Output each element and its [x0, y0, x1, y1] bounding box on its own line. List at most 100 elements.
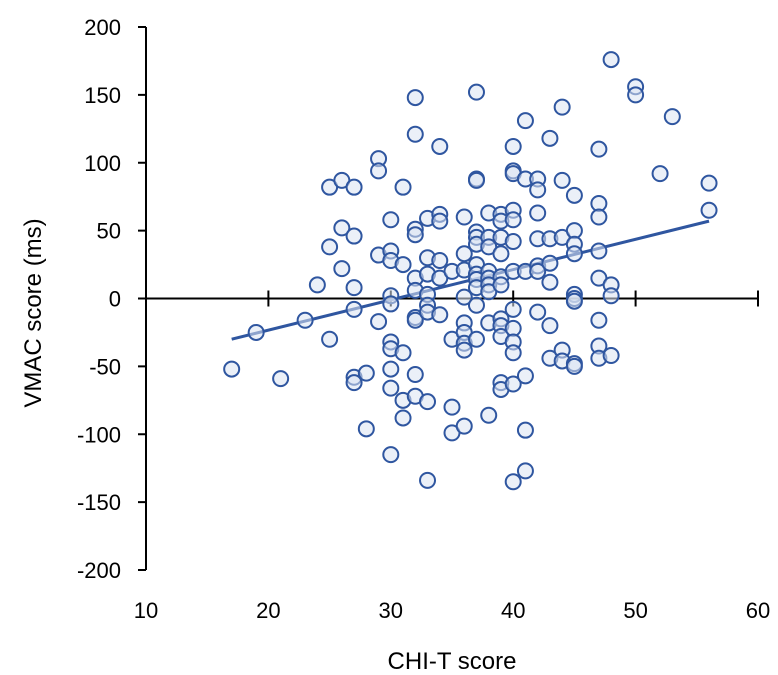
- data-point: [651, 165, 669, 183]
- data-point: [406, 125, 424, 143]
- y-axis-title-group: VMAC score (ms): [20, 218, 47, 407]
- data-point: [492, 245, 510, 263]
- x-axis-title: CHI-T score: [388, 648, 517, 675]
- y-tick-label: 0: [109, 287, 121, 312]
- x-tick-label: 50: [623, 598, 647, 623]
- data-point: [504, 473, 522, 491]
- data-point: [431, 137, 449, 155]
- data-point: [700, 174, 718, 192]
- data-point: [382, 295, 400, 313]
- data-point: [467, 296, 485, 314]
- data-point: [516, 112, 534, 130]
- data-point: [541, 254, 559, 272]
- data-point: [455, 288, 473, 306]
- data-point: [345, 374, 363, 392]
- data-point: [357, 420, 375, 438]
- data-point: [419, 471, 437, 489]
- data-point: [333, 260, 351, 278]
- y-tick-label: -150: [77, 490, 121, 515]
- y-tick-label: 200: [84, 15, 121, 40]
- data-point: [321, 330, 339, 348]
- x-tick-label: 10: [134, 598, 158, 623]
- data-point: [627, 86, 645, 104]
- data-point: [370, 313, 388, 331]
- data-point: [553, 98, 571, 116]
- data-point: [455, 208, 473, 226]
- data-point: [590, 140, 608, 158]
- data-point: [455, 341, 473, 359]
- y-tick-label: -200: [77, 558, 121, 583]
- x-tick-label: 60: [746, 598, 770, 623]
- y-axis-title: VMAC score (ms): [20, 218, 47, 407]
- data-point: [529, 262, 547, 280]
- data-point: [541, 273, 559, 291]
- data-point: [553, 171, 571, 189]
- data-point: [602, 347, 620, 365]
- data-point: [565, 357, 583, 375]
- data-point: [382, 360, 400, 378]
- data-point: [345, 227, 363, 245]
- data-point: [431, 251, 449, 269]
- data-point: [602, 51, 620, 69]
- data-point: [455, 417, 473, 435]
- data-point: [394, 178, 412, 196]
- data-point: [565, 186, 583, 204]
- data-point: [504, 137, 522, 155]
- data-point: [467, 83, 485, 101]
- data-points: [223, 51, 718, 491]
- data-point: [663, 108, 681, 126]
- data-point: [357, 364, 375, 382]
- data-point: [394, 344, 412, 362]
- data-point: [529, 303, 547, 321]
- data-point: [492, 276, 510, 294]
- data-point: [382, 446, 400, 464]
- y-tick-label: 150: [84, 83, 121, 108]
- data-point: [333, 219, 351, 237]
- data-point: [467, 330, 485, 348]
- x-tick-label: 20: [256, 598, 280, 623]
- data-point: [541, 317, 559, 335]
- data-point: [602, 287, 620, 305]
- data-point: [516, 367, 534, 385]
- data-point: [394, 256, 412, 274]
- data-point: [455, 245, 473, 263]
- data-point: [406, 89, 424, 107]
- y-tick-label: -50: [89, 354, 121, 379]
- data-point: [419, 393, 437, 411]
- data-point: [504, 300, 522, 318]
- data-point: [296, 311, 314, 329]
- data-point: [529, 204, 547, 222]
- data-point: [565, 245, 583, 263]
- data-point: [590, 311, 608, 329]
- data-point: [516, 421, 534, 439]
- data-point: [504, 211, 522, 229]
- data-point: [406, 226, 424, 244]
- data-point: [590, 208, 608, 226]
- y-tick-label: 50: [97, 219, 121, 244]
- data-point: [504, 375, 522, 393]
- data-point: [431, 306, 449, 324]
- axes: [138, 26, 759, 571]
- data-point: [467, 171, 485, 189]
- data-point: [431, 212, 449, 230]
- data-point: [504, 344, 522, 362]
- data-point: [382, 379, 400, 397]
- y-tick-label: -100: [77, 422, 121, 447]
- data-point: [516, 462, 534, 480]
- data-point: [223, 360, 241, 378]
- data-point: [504, 232, 522, 250]
- data-point: [406, 311, 424, 329]
- data-point: [529, 181, 547, 199]
- data-point: [321, 238, 339, 256]
- data-point: [345, 300, 363, 318]
- data-point: [590, 242, 608, 260]
- data-point: [247, 323, 265, 341]
- tick-labels: 200 150 100 50 0 -50 -100 -150 -200 10 20 30 40 50 60: [77, 15, 770, 623]
- y-tick-label: 100: [84, 151, 121, 176]
- data-point: [345, 279, 363, 297]
- data-point: [541, 129, 559, 147]
- data-point: [272, 370, 290, 388]
- data-point: [382, 211, 400, 229]
- data-point: [443, 398, 461, 416]
